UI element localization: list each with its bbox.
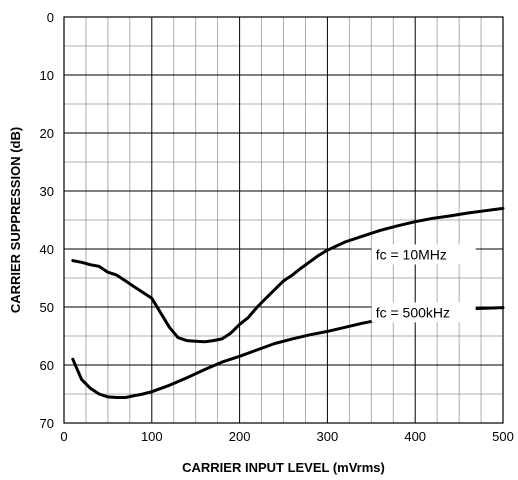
y-tick-label: 0	[47, 10, 54, 25]
y-tick-label: 10	[40, 68, 54, 83]
y-axis-label: CARRIER SUPPRESSION (dB)	[8, 127, 23, 313]
curve-label-backdrop	[371, 244, 476, 265]
y-tick-label: 70	[40, 416, 54, 431]
x-axis-label: CARRIER INPUT LEVEL (mVrms)	[182, 460, 385, 475]
y-tick-label: 50	[40, 300, 54, 315]
curve-label-backdrop	[371, 302, 476, 323]
curve-label-500khz: fc = 500kHz	[376, 304, 450, 320]
y-tick-label: 20	[40, 126, 54, 141]
series-line-10mhz	[71, 206, 505, 344]
x-tick-label: 0	[60, 429, 67, 444]
y-tick-label: 30	[40, 184, 54, 199]
y-tick-labels: 0 10 20 30 40 50 60 70	[40, 10, 54, 431]
x-tick-label: 400	[404, 429, 426, 444]
y-tick-label: 60	[40, 358, 54, 373]
plot-frame	[63, 16, 504, 424]
curve-label-10mhz: fc = 10MHz	[376, 246, 447, 262]
x-tick-label: 500	[492, 429, 514, 444]
y-tick-label: 40	[40, 242, 54, 257]
x-tick-label: 200	[229, 429, 251, 444]
x-tick-label: 100	[141, 429, 163, 444]
x-tick-label: 300	[317, 429, 339, 444]
minor-gridlines	[64, 17, 503, 423]
x-tick-labels: 0 100 200 300 400 500	[60, 429, 513, 444]
curve-labels: fc = 10MHz fc = 500kHz	[371, 244, 476, 323]
